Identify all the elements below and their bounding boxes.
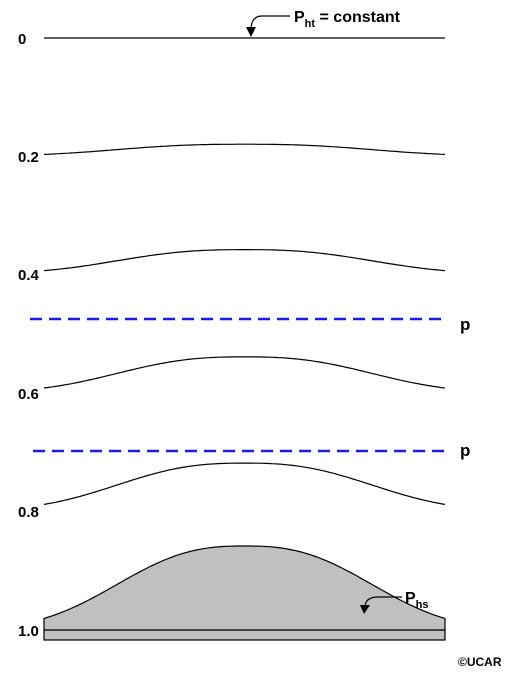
credit-text: ©UCAR: [458, 655, 502, 669]
surface-leader-line: [364, 596, 402, 607]
surface-annotation-text: Phs: [405, 590, 429, 611]
pressure-surfaces: p p: [30, 315, 470, 460]
top-leader-line: [250, 15, 290, 29]
top-annotation-sub: ht: [305, 18, 316, 30]
level-label-2: 0.4: [18, 267, 40, 284]
sigma-level-line-1: [43, 143, 446, 155]
top-leader-arrow: [246, 27, 256, 37]
pressure-label-upper: p: [460, 315, 470, 334]
sigma-level-line-3: [43, 356, 446, 389]
terrain: [43, 545, 446, 641]
surface-leader-arrow: [360, 605, 370, 614]
top-annotation: Pht = constant: [246, 9, 401, 37]
level-label-4: 0.8: [18, 504, 39, 521]
surface-annotation-sub: hs: [416, 599, 429, 611]
level-label-3: 0.6: [18, 386, 39, 403]
top-annotation-text: Pht = constant: [294, 9, 401, 30]
terrain-mountain: [43, 545, 446, 631]
top-annotation-main: P: [294, 9, 305, 26]
level-label-0: 0: [18, 31, 26, 48]
sigma-level-lines: [43, 37, 446, 505]
sigma-level-line-2: [43, 249, 446, 272]
level-label-5: 1.0: [18, 623, 39, 640]
terrain-base: [43, 629, 446, 641]
top-annotation-rest: = constant: [315, 9, 401, 26]
surface-annotation-main: P: [405, 590, 416, 607]
sigma-level-line-4: [43, 462, 446, 505]
surface-annotation: Phs: [360, 590, 429, 614]
level-label-1: 0.2: [18, 149, 39, 166]
pressure-label-lower: p: [460, 441, 470, 460]
sigma-level-labels: 0 0.2 0.4 0.6 0.8 1.0: [18, 31, 40, 640]
